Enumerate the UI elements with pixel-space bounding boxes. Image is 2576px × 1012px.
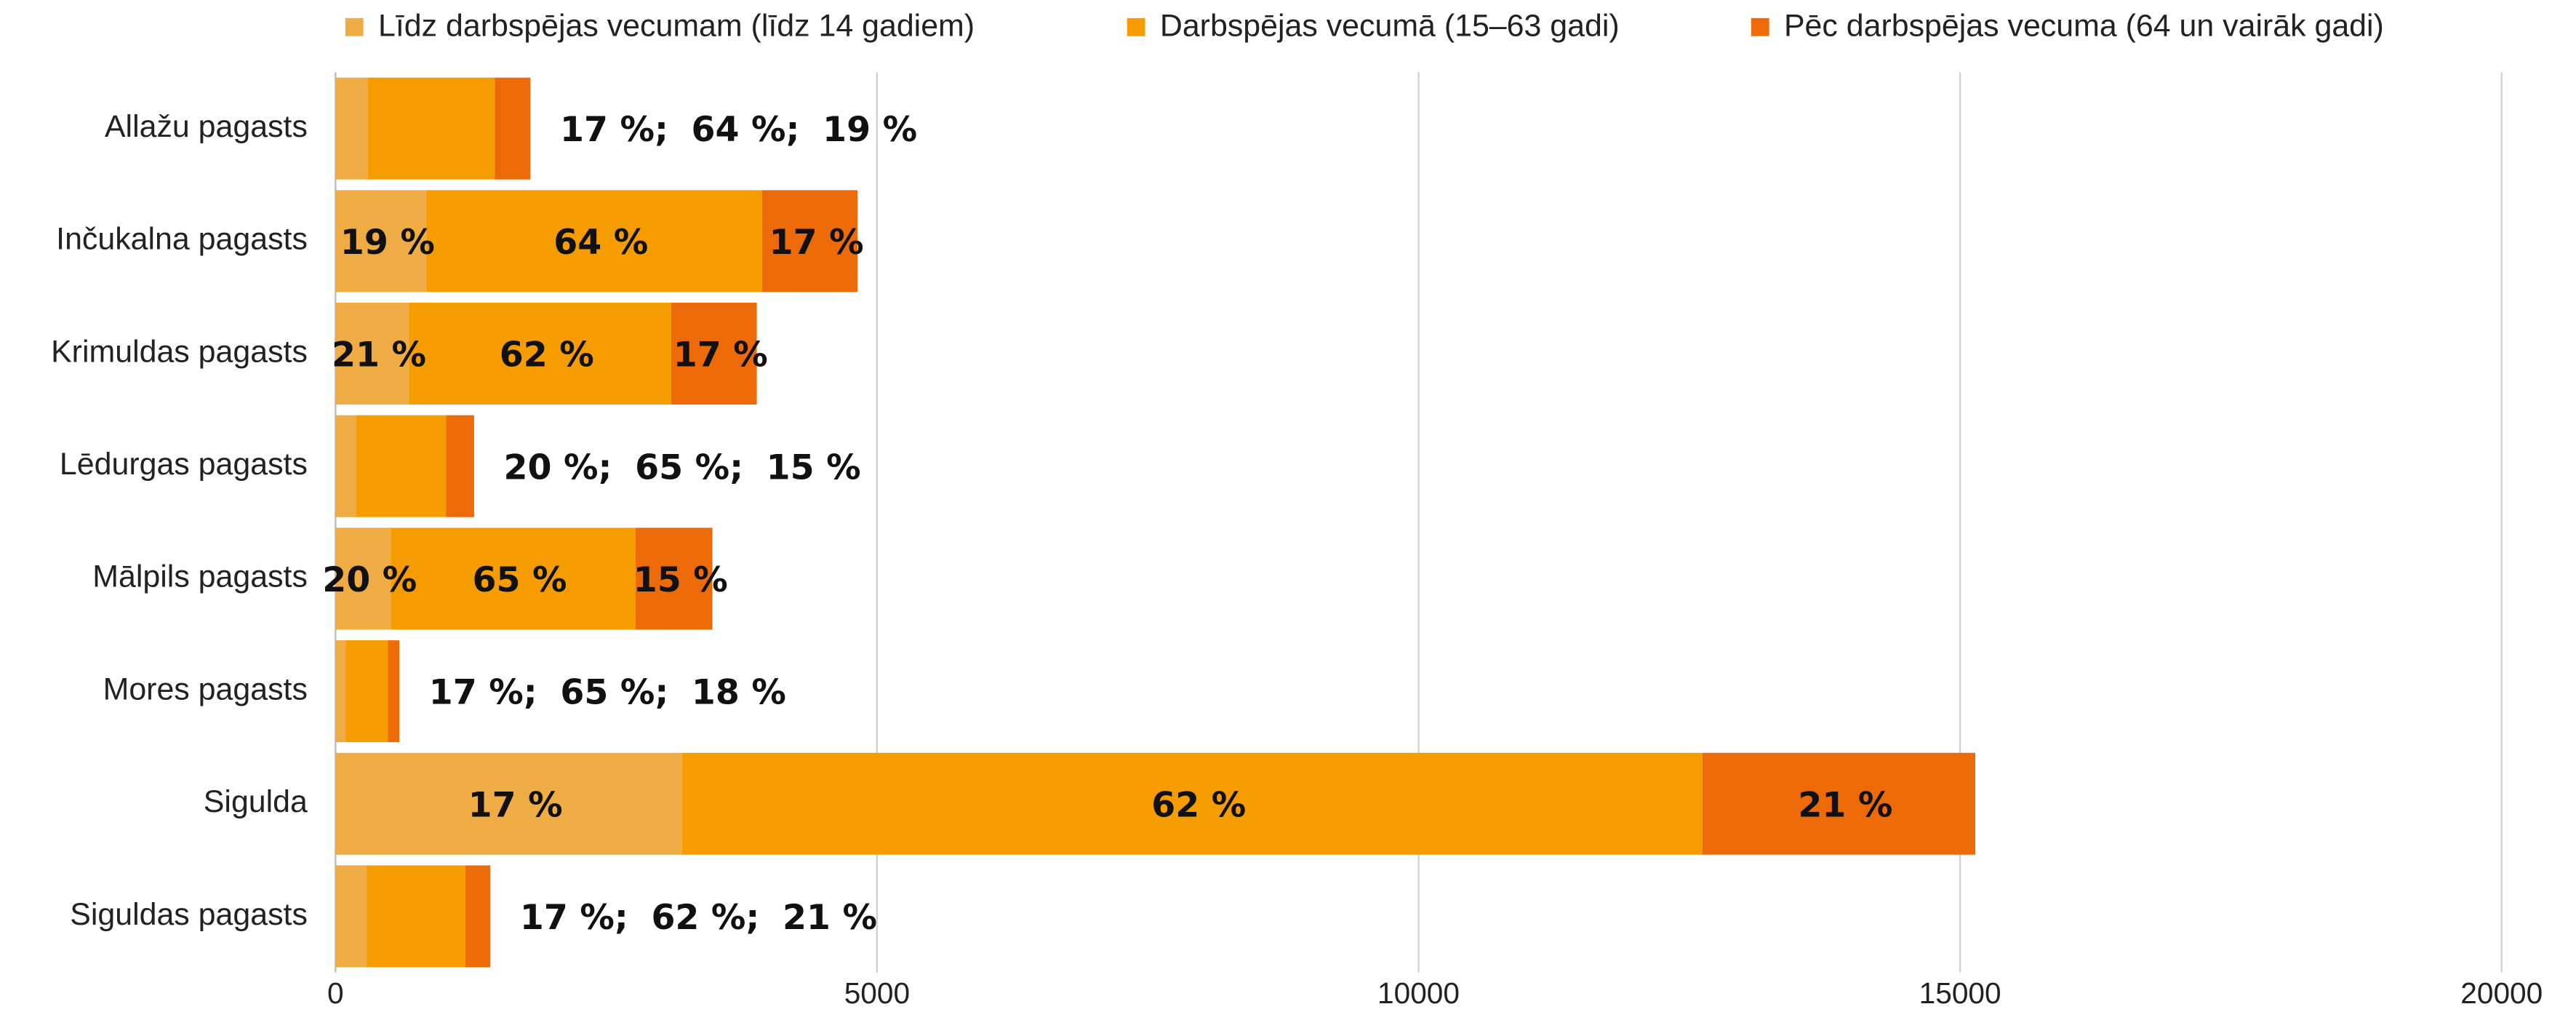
- category-label: Inčukalna pagasts: [56, 222, 308, 257]
- data-label: 65 %: [473, 560, 567, 600]
- category-label: Mores pagasts: [103, 672, 308, 706]
- data-label: 17 %: [673, 335, 768, 375]
- data-label: 18 %: [692, 673, 786, 713]
- data-label: 62 %;: [651, 898, 759, 938]
- legend-swatch: [1127, 17, 1145, 36]
- bar-segment: [465, 865, 491, 968]
- x-tick-label: 20000: [2460, 976, 2543, 1010]
- bar-segment: [671, 303, 757, 405]
- data-label: 62 %: [1151, 785, 1246, 825]
- x-tick-label: 0: [327, 976, 344, 1010]
- data-label: 19 %: [823, 110, 917, 150]
- category-label: Mālpils pagasts: [92, 559, 308, 594]
- bar-segment: [495, 77, 531, 180]
- data-label: 17 %;: [429, 673, 537, 713]
- bar-segment: [335, 190, 427, 292]
- legend-label: Darbspējas vecumā (15–63 gadi): [1160, 9, 1620, 44]
- x-tick-label: 5000: [844, 976, 910, 1010]
- bar-segment: [335, 865, 367, 968]
- data-label: 62 %: [500, 335, 594, 375]
- category-label: Allažu pagasts: [105, 109, 308, 144]
- bar-segment: [635, 527, 713, 630]
- data-label: 17 %: [769, 223, 864, 263]
- data-label: 64 %: [553, 223, 648, 263]
- bar-segment: [356, 415, 447, 517]
- legend-label: Pēc darbspējas vecuma (64 un vairāk gadi…: [1784, 9, 2384, 44]
- legend-swatch: [345, 17, 364, 36]
- bar-segment: [762, 190, 858, 292]
- data-label: 21 %: [1798, 785, 1892, 825]
- data-label: 17 %: [468, 785, 563, 825]
- bar-segment: [1702, 752, 1975, 855]
- category-label: Lēdurgas pagasts: [60, 447, 308, 482]
- data-label: 19 %: [340, 223, 435, 263]
- data-label: 15 %: [767, 447, 861, 487]
- category-label: Sigulda: [204, 784, 308, 819]
- data-label: 21 %: [332, 335, 426, 375]
- category-label: Krimuldas pagasts: [51, 334, 308, 369]
- bar-segment: [388, 640, 400, 743]
- category-label: Siguldas pagasts: [70, 897, 308, 932]
- bar-segment: [335, 77, 368, 180]
- data-label: 21 %: [783, 898, 877, 938]
- bar-segment: [335, 640, 346, 743]
- bar-segment: [335, 415, 356, 517]
- legend-swatch: [1751, 17, 1769, 36]
- bar-segment: [345, 640, 388, 743]
- bar-segment: [391, 527, 636, 630]
- x-tick-label: 10000: [1377, 976, 1460, 1010]
- data-label: 15 %: [633, 560, 728, 600]
- data-label: 17 %;: [520, 898, 628, 938]
- data-label: 20 %: [322, 560, 417, 600]
- bar-segment: [367, 77, 495, 180]
- data-label: 64 %;: [692, 110, 800, 150]
- data-label: 17 %;: [560, 110, 668, 150]
- x-tick-label: 15000: [1919, 976, 2001, 1010]
- data-label: 20 %;: [504, 447, 612, 487]
- data-label: 65 %;: [560, 673, 668, 713]
- bar-segment: [335, 752, 682, 855]
- legend-label: Līdz darbspējas vecumam (līdz 14 gadiem): [378, 9, 975, 44]
- data-label: 65 %;: [635, 447, 743, 487]
- bar-segment: [426, 190, 763, 292]
- bar-segment: [446, 415, 474, 517]
- bar-segment: [367, 865, 465, 968]
- bar-segment: [335, 527, 391, 630]
- bar-segment: [335, 303, 409, 405]
- bar-segment: [409, 303, 671, 405]
- bar-segment: [681, 752, 1703, 855]
